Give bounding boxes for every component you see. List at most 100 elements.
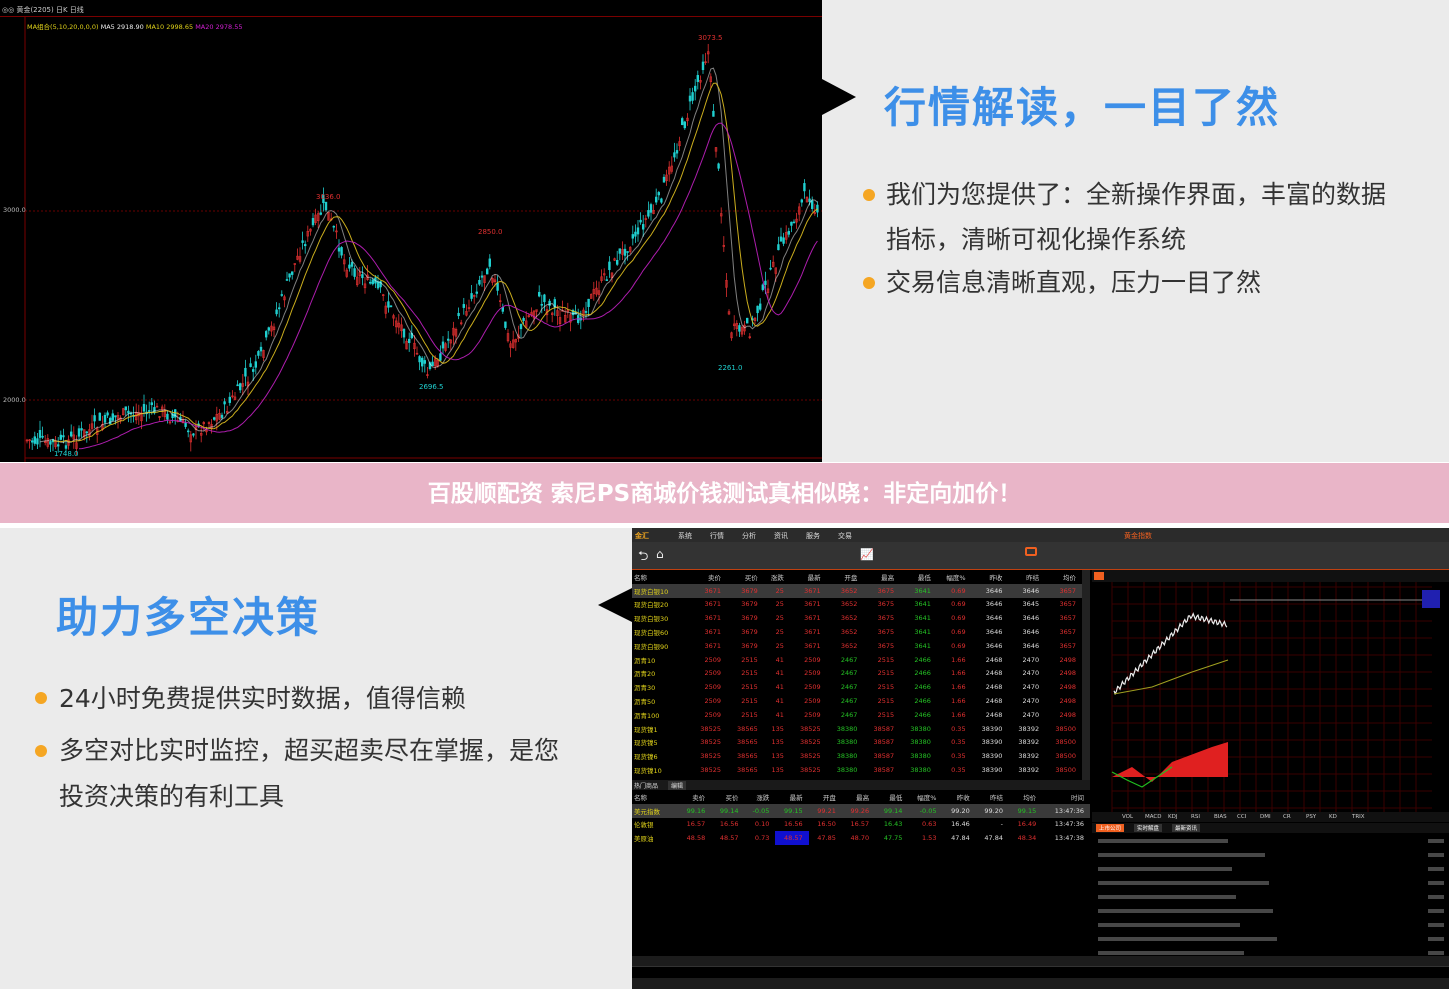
period-tabs[interactable] bbox=[1092, 570, 1449, 582]
news-item[interactable] bbox=[1098, 951, 1244, 955]
indicator-tab[interactable]: MACD bbox=[1145, 814, 1162, 820]
indicator-tab[interactable]: PSY bbox=[1306, 814, 1317, 820]
table-row[interactable]: 现货镍5 38525 38565 135 38525 38380 38587 38380 0.3… bbox=[632, 736, 1082, 750]
menu-item[interactable]: 资讯 bbox=[774, 532, 788, 540]
column-header[interactable]: 幅度% bbox=[946, 573, 966, 582]
news-item[interactable] bbox=[1098, 937, 1277, 941]
candle-body bbox=[293, 263, 296, 265]
column-header[interactable]: 最低 bbox=[889, 793, 903, 802]
column-header[interactable]: 幅度% bbox=[917, 793, 937, 802]
indicator-tab[interactable]: BIAS bbox=[1214, 814, 1227, 820]
column-header[interactable]: 卖价 bbox=[707, 573, 721, 582]
column-header[interactable]: 最高 bbox=[881, 573, 895, 582]
monitor-icon[interactable] bbox=[1025, 547, 1037, 556]
menu-item[interactable]: 系统 bbox=[678, 532, 692, 540]
home-icon[interactable]: ⌂ bbox=[656, 547, 664, 561]
indicator-tab[interactable]: CR bbox=[1283, 814, 1291, 820]
menu-item[interactable]: 行情 bbox=[710, 532, 724, 540]
column-header[interactable]: 昨收 bbox=[956, 793, 970, 802]
table-row[interactable]: 伦敦银 16.57 16.56 0.10 16.56 16.50 16.57 16.43 0.6… bbox=[632, 818, 1090, 832]
indicator-tab[interactable]: DMI bbox=[1260, 814, 1271, 820]
indicator-tab[interactable]: KD bbox=[1329, 814, 1337, 820]
chart-icon[interactable]: 📈 bbox=[860, 548, 874, 561]
table-row[interactable]: 现货白银60 3671 3679 25 3671 3652 3675 3641 0.69 3646… bbox=[632, 625, 1082, 639]
news-item[interactable] bbox=[1098, 923, 1240, 927]
indicator-tab[interactable]: VOL bbox=[1122, 814, 1134, 820]
column-header[interactable]: 均价 bbox=[1023, 793, 1037, 802]
column-header[interactable]: 卖价 bbox=[692, 793, 706, 802]
table-row[interactable]: 现货白银10 3671 3679 25 3671 3652 3675 3641 0.69 3646… bbox=[632, 583, 1082, 598]
news-item[interactable] bbox=[1098, 881, 1269, 885]
indicator-tab[interactable]: TRIX bbox=[1352, 814, 1365, 820]
table-row[interactable]: 美原油 48.58 48.57 0.73 48.57 47.85 48.70 47.75 1.5… bbox=[632, 831, 1090, 846]
indicator-tab[interactable]: RSI bbox=[1191, 814, 1200, 820]
table-cell: 2498 bbox=[1059, 697, 1076, 706]
table-row[interactable]: 现货镍1 38525 38565 135 38525 38380 38587 38380 0.3… bbox=[632, 722, 1082, 736]
table-cell: 38525 bbox=[700, 752, 721, 761]
candle-body bbox=[33, 436, 37, 444]
candle-body bbox=[678, 141, 681, 147]
indicator-tab[interactable]: CCI bbox=[1237, 814, 1247, 820]
candle-body bbox=[667, 166, 671, 175]
column-header[interactable]: 最高 bbox=[856, 793, 870, 802]
table-row[interactable]: 美元指数 99.16 99.14 -0.05 99.15 99.21 99.26 99.14 -… bbox=[632, 803, 1090, 818]
candle-body bbox=[725, 280, 728, 288]
scrollbar[interactable] bbox=[1082, 570, 1090, 785]
column-header[interactable]: 涨跌 bbox=[756, 793, 770, 802]
candle-body bbox=[392, 315, 395, 319]
table-row[interactable]: 现货白银20 3671 3679 25 3671 3652 3675 3641 0.69 3646… bbox=[632, 598, 1082, 612]
table-row[interactable]: 现货镍6 38525 38565 135 38525 38380 38587 38380 0.3… bbox=[632, 749, 1082, 763]
column-header[interactable]: 名称 bbox=[634, 573, 647, 582]
candle-body bbox=[506, 333, 510, 342]
candle-body bbox=[270, 325, 273, 332]
news-item[interactable] bbox=[1098, 867, 1232, 871]
column-header[interactable]: 最低 bbox=[917, 573, 931, 582]
headline-banner[interactable]: 百股顺配资 索尼PS商城价钱测试真相似晓：非定向加价！ bbox=[0, 463, 1449, 523]
table-row[interactable]: 沥青20 2509 2515 41 2509 2467 2515 2466 1.66 2468 24… bbox=[632, 667, 1082, 681]
menu-item[interactable]: 交易 bbox=[838, 532, 852, 540]
table-row[interactable]: 沥青10 2509 2515 41 2509 2467 2515 2466 1.66 2468 24… bbox=[632, 653, 1082, 667]
kline-plot[interactable] bbox=[0, 0, 822, 462]
column-header[interactable]: 均价 bbox=[1063, 573, 1076, 582]
table-cell: 38525 bbox=[799, 738, 821, 747]
column-header[interactable]: 最新 bbox=[807, 573, 821, 582]
candle-body bbox=[314, 214, 317, 223]
indicator-tab[interactable]: KDJ bbox=[1168, 814, 1178, 820]
table-cell: 16.49 bbox=[1017, 820, 1037, 829]
table-row[interactable]: 沥青50 2509 2515 41 2509 2467 2515 2466 1.66 2468 24… bbox=[632, 694, 1082, 708]
intraday-chart[interactable] bbox=[1092, 582, 1449, 812]
column-header[interactable]: 开盘 bbox=[844, 573, 858, 582]
bottom-tabs[interactable] bbox=[632, 956, 1449, 966]
column-header[interactable]: 时间 bbox=[1071, 793, 1084, 802]
column-header[interactable]: 昨结 bbox=[1026, 573, 1040, 582]
candle-body bbox=[72, 434, 76, 440]
column-header[interactable]: 昨收 bbox=[989, 573, 1003, 582]
column-header[interactable]: 昨结 bbox=[990, 793, 1003, 802]
table-row[interactable]: 沥青30 2509 2515 41 2509 2467 2515 2466 1.66 2468 24… bbox=[632, 680, 1082, 694]
menu-item[interactable]: 服务 bbox=[806, 532, 820, 540]
news-item[interactable] bbox=[1098, 909, 1273, 913]
news-tab[interactable]: 实时解盘 bbox=[1134, 824, 1163, 832]
menu-item[interactable]: 分析 bbox=[742, 532, 756, 540]
news-item[interactable] bbox=[1098, 839, 1228, 843]
news-tab[interactable]: 上市公司 bbox=[1096, 824, 1125, 832]
table-cell: 3671 bbox=[704, 586, 721, 595]
hot-tab[interactable]: 热门商品 bbox=[634, 783, 659, 790]
table-row[interactable]: 现货白银90 3671 3679 25 3671 3652 3675 3641 0.69 3646… bbox=[632, 639, 1082, 653]
news-item[interactable] bbox=[1098, 853, 1265, 857]
candle-body bbox=[540, 304, 544, 306]
news-item[interactable] bbox=[1098, 895, 1236, 899]
column-header[interactable]: 最新 bbox=[789, 793, 803, 802]
ma-legend-label[interactable]: MA组合(5,10,20,0,0,0) bbox=[27, 23, 99, 31]
back-icon[interactable]: ⮌ bbox=[638, 549, 649, 564]
news-tab[interactable]: 最新资讯 bbox=[1172, 824, 1201, 832]
column-header[interactable]: 名称 bbox=[634, 793, 647, 802]
table-row[interactable]: 现货镍10 38525 38565 135 38525 38380 38587 38380 0.… bbox=[632, 763, 1082, 777]
column-header[interactable]: 涨跌 bbox=[770, 573, 784, 582]
column-header[interactable]: 买价 bbox=[725, 793, 739, 802]
table-row[interactable]: 沥青100 2509 2515 41 2509 2467 2515 2466 1.66 2468 2… bbox=[632, 708, 1082, 722]
column-header[interactable]: 开盘 bbox=[822, 793, 836, 802]
column-header[interactable]: 买价 bbox=[744, 573, 758, 582]
table-row[interactable]: 现货白银30 3671 3679 25 3671 3652 3675 3641 0.69 3646… bbox=[632, 611, 1082, 625]
edit-button[interactable]: 编辑 bbox=[668, 781, 687, 790]
